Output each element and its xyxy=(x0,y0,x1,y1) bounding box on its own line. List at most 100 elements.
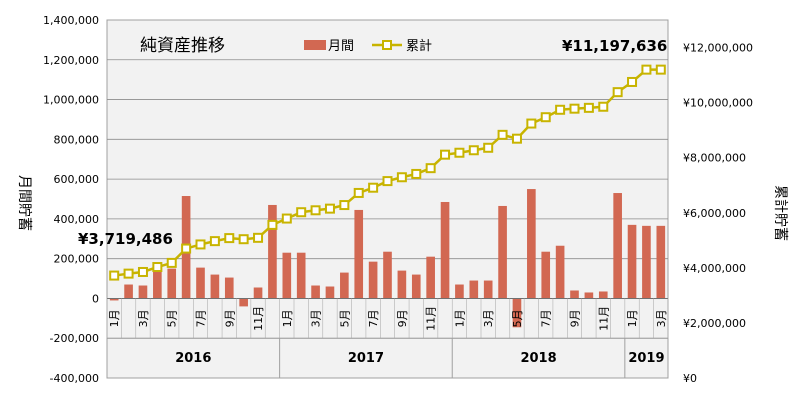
legend-cumulative-label: 累計 xyxy=(406,38,432,54)
monthly-bar xyxy=(340,272,349,299)
cumulative-marker xyxy=(339,200,350,211)
right-tick-label: ¥4,000,000 xyxy=(683,262,746,275)
monthly-bar xyxy=(411,274,421,299)
left-tick-label: 200,000 xyxy=(54,253,100,266)
month-label: 1月 xyxy=(108,309,121,327)
monthly-bar xyxy=(527,189,536,299)
cumulative-marker xyxy=(181,243,192,254)
monthly-bar xyxy=(440,201,450,299)
cumulative-marker xyxy=(612,87,623,98)
monthly-bar xyxy=(598,291,608,299)
month-label: 9月 xyxy=(223,309,236,327)
cumulative-marker xyxy=(396,172,407,183)
category-axis: 1月 3月 5月 7月 9月 11月 1月 3月 5月 7月 9月 11月 1月 3月 5月 7月 9月 11月 1… xyxy=(106,298,669,378)
monthly-bar xyxy=(138,285,148,299)
cumulative-marker xyxy=(353,187,364,198)
monthly-bar xyxy=(397,270,407,299)
cumulative-marker xyxy=(209,236,220,247)
legend: 月間 累計 xyxy=(304,38,432,54)
cumulative-marker xyxy=(166,257,177,268)
month-label: 3月 xyxy=(310,309,323,327)
left-tick-label: 600,000 xyxy=(54,173,100,186)
right-tick-label: ¥8,000,000 xyxy=(683,152,746,165)
axes: 1,400,000 1,200,000 1,000,000 800,000 600,00… xyxy=(43,14,753,385)
year-label: 2016 xyxy=(175,351,211,366)
right-tick-label: ¥10,000,000 xyxy=(683,97,753,110)
cumulative-marker xyxy=(598,101,609,112)
month-label: 1月 xyxy=(453,309,466,327)
monthly-bar xyxy=(642,225,651,299)
month-label: 7月 xyxy=(195,309,208,327)
plot-background xyxy=(106,19,669,379)
right-tick-label: ¥0 xyxy=(683,372,697,385)
cumulative-marker xyxy=(569,103,580,114)
left-tick-label: 0 xyxy=(92,292,99,305)
cumulative-marker xyxy=(497,129,508,140)
cumulative-marker xyxy=(296,207,307,218)
year-label: 2017 xyxy=(348,351,384,366)
monthly-bar xyxy=(541,251,551,299)
cumulative-marker xyxy=(195,239,206,250)
cumulative-marker xyxy=(526,118,537,129)
cumulative-marker xyxy=(511,133,522,144)
cumulative-marker xyxy=(310,205,321,216)
cumulative-line xyxy=(109,64,666,281)
left-tick-label: -400,000 xyxy=(50,372,99,385)
monthly-bar xyxy=(253,287,263,299)
monthly-bar xyxy=(512,298,522,328)
cumulative-marker xyxy=(425,163,436,174)
cumulative-marker xyxy=(540,112,551,123)
monthly-bar xyxy=(383,251,392,299)
monthly-bar xyxy=(210,274,220,299)
cumulative-marker xyxy=(109,270,120,281)
cumulative-marker xyxy=(641,64,652,75)
month-label: 9月 xyxy=(396,309,409,327)
left-tick-label: 1,200,000 xyxy=(43,54,99,67)
monthly-bar xyxy=(368,261,378,299)
cumulative-marker xyxy=(655,64,666,75)
monthly-bar xyxy=(325,286,335,299)
monthly-bar xyxy=(555,245,565,299)
month-label: 11月 xyxy=(597,306,610,331)
cumulative-marker xyxy=(238,234,249,245)
monthly-bar xyxy=(296,252,306,299)
left-tick-label: 400,000 xyxy=(54,213,100,226)
month-label: 5月 xyxy=(338,309,351,327)
cumulative-marker xyxy=(267,219,278,230)
month-label: 3月 xyxy=(482,309,495,327)
monthly-bar xyxy=(196,267,205,299)
cumulative-marker xyxy=(123,268,134,279)
month-label: 1月 xyxy=(626,309,639,327)
cumulative-marker xyxy=(440,149,451,160)
cumulative-marker xyxy=(253,232,264,243)
month-label: 11月 xyxy=(252,306,265,331)
left-tick-label: 1,000,000 xyxy=(43,94,99,107)
monthly-bar xyxy=(124,284,133,299)
cumulative-marker xyxy=(411,168,422,179)
monthly-bar xyxy=(483,280,493,299)
cumulative-marker xyxy=(627,76,638,87)
monthly-bar xyxy=(224,277,234,299)
legend-monthly-label: 月間 xyxy=(328,39,354,54)
cumulative-marker xyxy=(152,262,163,273)
month-label: 9月 xyxy=(569,309,582,327)
monthly-bar xyxy=(354,209,364,299)
cumulative-marker xyxy=(454,147,465,158)
month-label: 1月 xyxy=(281,309,294,327)
monthly-bar xyxy=(627,224,637,299)
cumulative-marker xyxy=(281,213,292,224)
cumulative-marker xyxy=(468,145,479,156)
chart-title: 純資産推移 xyxy=(140,36,225,56)
month-label: 7月 xyxy=(540,309,553,327)
monthly-bar xyxy=(613,193,622,299)
cumulative-marker xyxy=(368,182,379,193)
cumulative-marker xyxy=(382,176,393,187)
monthly-bar xyxy=(311,285,320,299)
month-label: 7月 xyxy=(367,309,380,327)
right-axis-title: 累計貯蓄 xyxy=(772,185,788,241)
legend-line-marker xyxy=(382,40,392,50)
month-label: 3月 xyxy=(137,309,150,327)
legend-bar-swatch xyxy=(304,40,326,50)
monthly-bar xyxy=(109,298,119,301)
